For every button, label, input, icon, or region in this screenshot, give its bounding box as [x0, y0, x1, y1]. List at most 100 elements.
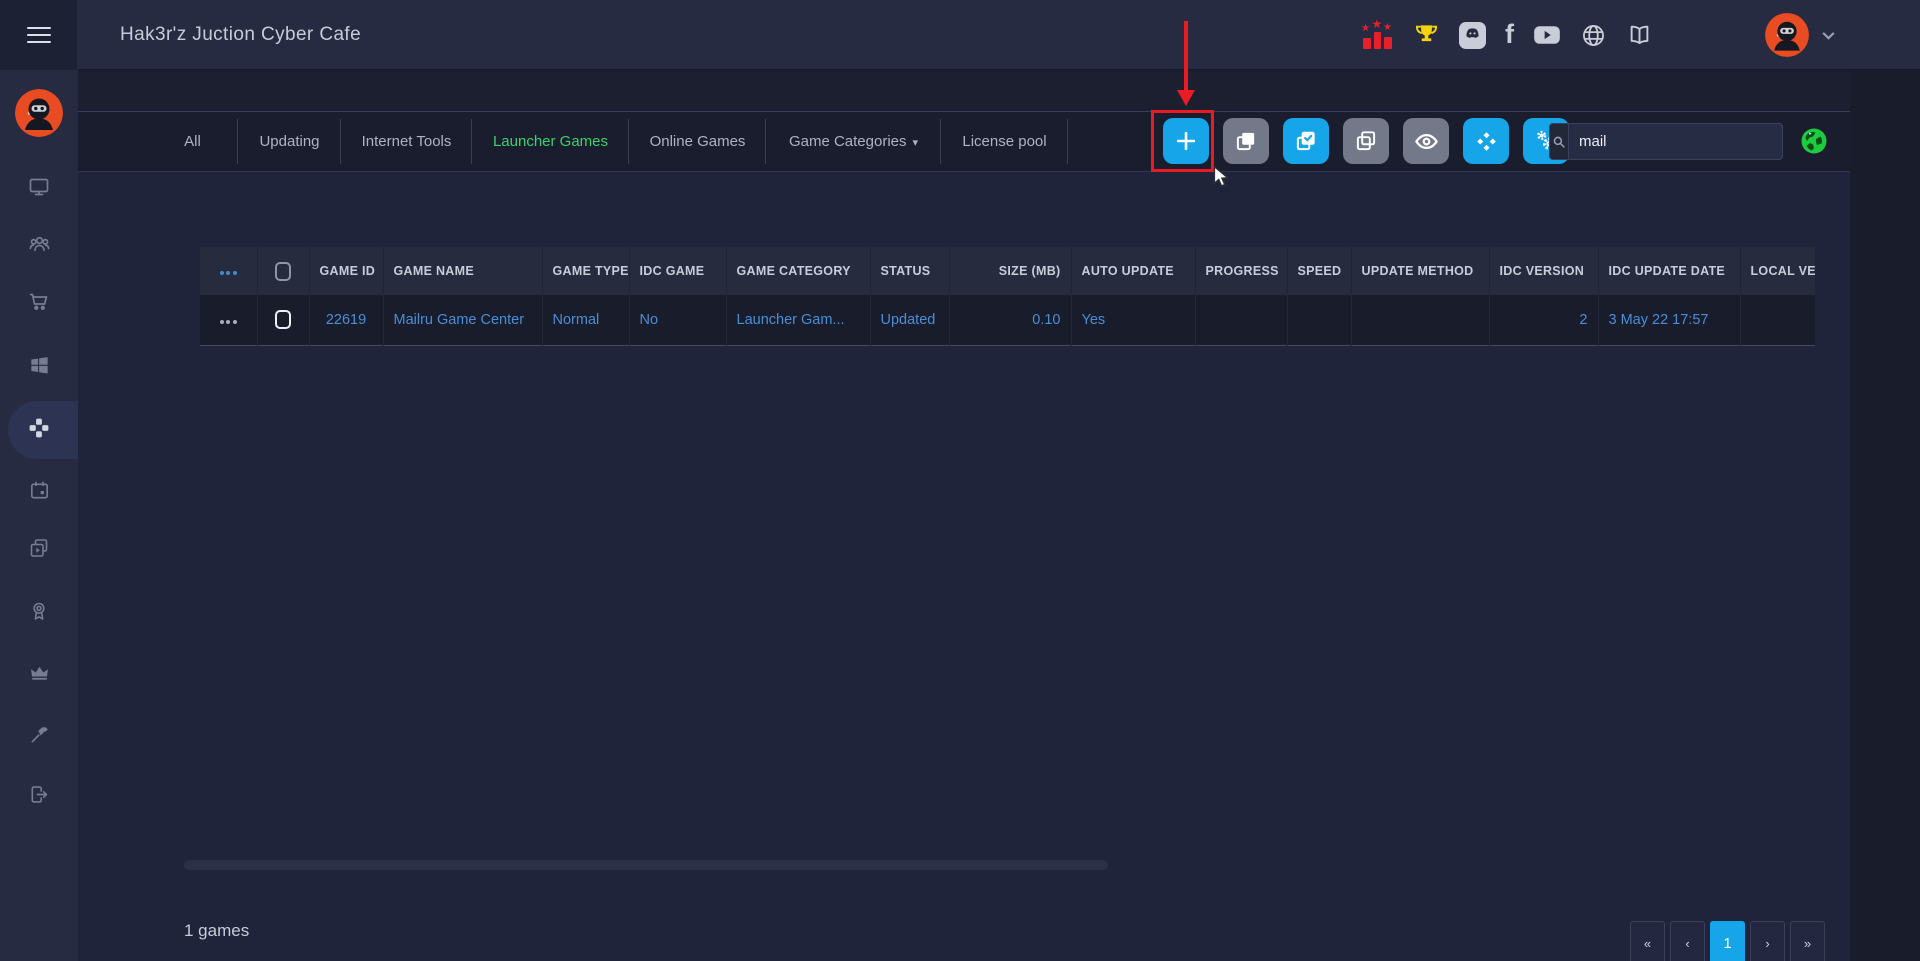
sidebar-item-monitors[interactable] — [17, 165, 61, 209]
hamburger-icon — [26, 22, 51, 47]
ranking-icon[interactable]: ★ ★ ★ — [1361, 18, 1394, 49]
col-size[interactable]: SIZE (MB) — [949, 247, 1072, 295]
col-game-id[interactable]: GAME ID — [309, 247, 384, 295]
col-game-category[interactable]: GAME CATEGORY — [726, 247, 871, 295]
discord-icon[interactable] — [1459, 21, 1486, 49]
gamepad-icon — [29, 418, 49, 438]
sidebar-item-users[interactable] — [17, 222, 61, 266]
cell-progress — [1195, 295, 1288, 345]
badge-icon — [33, 602, 45, 620]
pagination: « ‹ 1 › » — [1630, 921, 1825, 961]
annotation-highlight-box — [1151, 110, 1214, 172]
dropdown-caret-icon: ▾ — [912, 137, 919, 149]
mouse-cursor — [1209, 164, 1235, 195]
sidebar-item-media[interactable] — [17, 526, 61, 570]
pagination-first[interactable]: « — [1630, 921, 1665, 961]
checkbox-icon — [275, 310, 291, 330]
row-checkbox[interactable] — [257, 295, 310, 345]
col-game-type[interactable]: GAME TYPE — [542, 247, 630, 295]
sidebar-item-premium[interactable] — [17, 650, 61, 694]
cell-idc-update-date: 3 May 22 17:57 — [1598, 295, 1741, 345]
website-globe-icon[interactable] — [1580, 22, 1607, 49]
ellipsis-icon — [218, 319, 238, 324]
tab-launcher-games[interactable]: Launcher Games — [472, 112, 629, 171]
col-status[interactable]: STATUS — [870, 247, 950, 295]
guide-book-icon[interactable] — [1626, 22, 1653, 49]
plus-icon — [1176, 131, 1196, 151]
tab-internet-tools[interactable]: Internet Tools — [341, 112, 472, 171]
col-speed[interactable]: SPEED — [1287, 247, 1352, 295]
pagination-prev[interactable]: ‹ — [1670, 921, 1705, 961]
cell-auto-update: Yes — [1071, 295, 1196, 345]
tab-updating[interactable]: Updating — [238, 112, 341, 171]
sidebar-item-calendar[interactable] — [17, 468, 61, 512]
pagination-next[interactable]: › — [1750, 921, 1785, 961]
col-progress[interactable]: PROGRESS — [1195, 247, 1288, 295]
tab-all[interactable]: All — [147, 112, 238, 171]
sidebar-item-tools[interactable] — [17, 712, 61, 756]
cell-update-method — [1351, 295, 1490, 345]
select-all-button[interactable] — [1283, 118, 1329, 164]
sidebar-toggle-button[interactable] — [0, 0, 78, 70]
horizontal-scrollbar[interactable] — [184, 860, 1108, 870]
add-game-button[interactable] — [1163, 118, 1209, 164]
categories-button[interactable] — [1463, 118, 1509, 164]
table-row[interactable]: 22619 Mailru Game Center Normal No Launc… — [200, 295, 1815, 345]
page-title: Hak3r'z Juction Cyber Cafe — [120, 24, 362, 45]
table-header-row: GAME ID GAME NAME GAME TYPE IDC GAME GAM… — [200, 247, 1815, 295]
col-update-method[interactable]: UPDATE METHOD — [1351, 247, 1490, 295]
user-avatar[interactable] — [1765, 13, 1809, 57]
header-band — [78, 70, 1920, 111]
sidebar-item-windows[interactable] — [17, 343, 61, 387]
header-row-menu[interactable] — [200, 247, 258, 295]
top-navbar: Hak3r'z Juction Cyber Cafe ★ ★ ★ f — [0, 0, 1920, 70]
topbar-actions: ★ ★ ★ f — [1361, 0, 1920, 70]
cell-status: Updated — [870, 295, 950, 345]
windows-icon — [30, 356, 48, 373]
col-auto-update[interactable]: AUTO UPDATE — [1071, 247, 1196, 295]
visibility-button[interactable] — [1403, 118, 1449, 164]
tab-online-games[interactable]: Online Games — [629, 112, 766, 171]
row-menu[interactable] — [200, 295, 258, 345]
col-local-version[interactable]: LOCAL VERSION — [1740, 247, 1815, 295]
ellipsis-icon — [218, 271, 238, 275]
tab-license-pool[interactable]: License pool — [941, 112, 1068, 171]
shopping-cart-icon — [29, 293, 48, 310]
calendar-icon — [30, 481, 48, 499]
sidebar-item-licenses[interactable] — [17, 589, 61, 633]
sidebar-item-logout[interactable] — [17, 772, 61, 816]
trophy-icon[interactable] — [1413, 22, 1440, 49]
sidebar-item-shop[interactable] — [17, 280, 61, 324]
copy-filled-icon — [1236, 132, 1255, 151]
pagination-page-1[interactable]: 1 — [1710, 921, 1745, 961]
social-links: ★ ★ ★ f — [1361, 18, 1653, 50]
cell-idc-version: 2 — [1489, 295, 1599, 345]
toolbar: All Updating Internet Tools Launcher Gam… — [78, 111, 1920, 172]
users-icon — [29, 236, 50, 251]
copy-button[interactable] — [1223, 118, 1269, 164]
chevron-down-icon[interactable] — [1821, 31, 1836, 40]
duplicate-button[interactable] — [1343, 118, 1389, 164]
copy-outline-icon — [1356, 131, 1376, 151]
search-icon-segment — [1550, 124, 1569, 159]
app-logo[interactable] — [15, 89, 63, 137]
col-idc-game[interactable]: IDC GAME — [629, 247, 727, 295]
cell-size: 0.10 — [949, 295, 1072, 345]
cell-game-id: 22619 — [309, 295, 384, 345]
col-idc-version[interactable]: IDC VERSION — [1489, 247, 1599, 295]
youtube-icon[interactable] — [1533, 22, 1561, 48]
header-select-all-checkbox[interactable] — [257, 247, 310, 295]
col-game-name[interactable]: GAME NAME — [383, 247, 543, 295]
filter-tabs: All Updating Internet Tools Launcher Gam… — [147, 112, 1068, 171]
facebook-icon[interactable]: f — [1505, 18, 1514, 49]
pagination-last[interactable]: » — [1790, 921, 1825, 961]
cell-game-category: Launcher Gam... — [726, 295, 871, 345]
sidebar-item-games[interactable] — [17, 406, 61, 450]
eye-icon — [1414, 133, 1438, 149]
check-square-stack-icon — [1296, 131, 1315, 151]
language-globe-button[interactable] — [1800, 127, 1828, 155]
green-globe-icon — [1801, 128, 1827, 154]
tab-game-categories[interactable]: Game Categories ▾ — [766, 112, 941, 171]
col-idc-update-date[interactable]: IDC UPDATE DATE — [1598, 247, 1741, 295]
search-input[interactable] — [1569, 124, 1788, 159]
